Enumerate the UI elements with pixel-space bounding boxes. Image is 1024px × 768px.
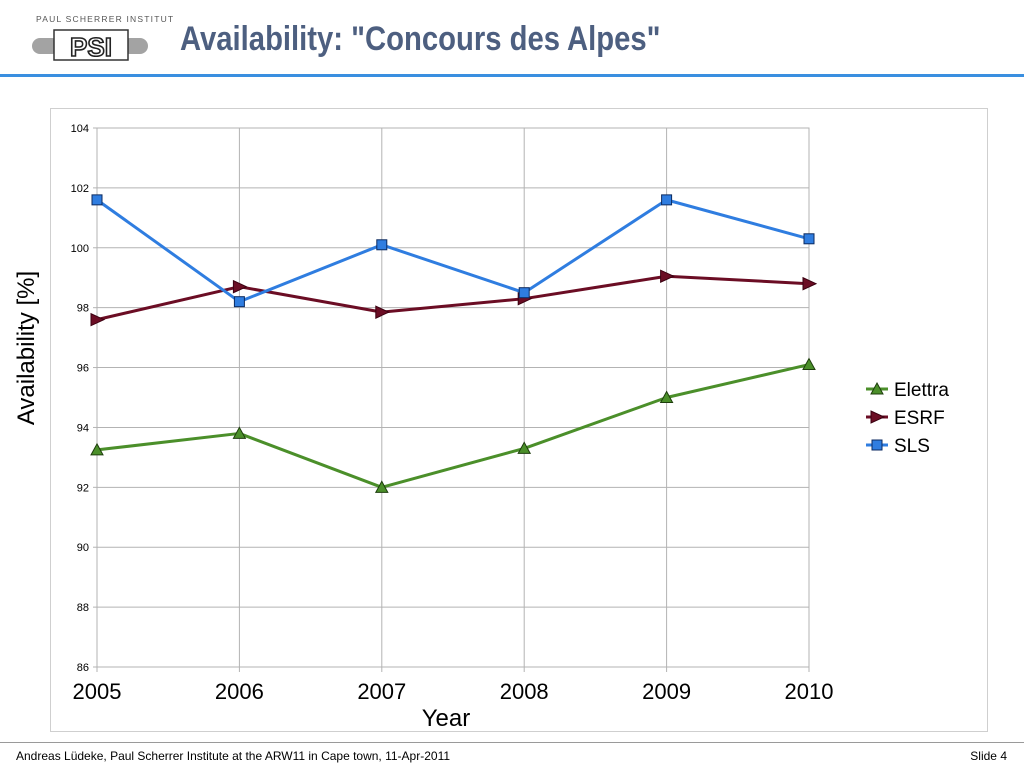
data-point-elettra xyxy=(90,442,104,456)
institute-name: PAUL SCHERRER INSTITUT xyxy=(36,14,175,24)
y-tick-label: 88 xyxy=(77,602,89,614)
data-point-esrf xyxy=(375,305,390,319)
data-point-elettra xyxy=(517,441,532,454)
y-tick-label: 98 xyxy=(77,303,89,315)
y-tick-label: 100 xyxy=(71,243,89,255)
y-tick-label: 102 xyxy=(71,183,89,195)
data-point-sls xyxy=(91,194,103,206)
x-tick-label: 2008 xyxy=(500,679,549,704)
y-axis-label: Availability [%] xyxy=(13,270,40,426)
data-point-sls xyxy=(376,239,388,251)
data-point-elettra xyxy=(802,357,816,371)
series-line-esrf xyxy=(96,274,810,322)
title-divider xyxy=(0,74,1024,77)
x-tick-label: 2006 xyxy=(215,679,264,704)
slide-number: Slide 4 xyxy=(970,749,1007,763)
legend-marker-elettra xyxy=(870,381,884,395)
data-point-elettra xyxy=(659,390,674,403)
legend-label-elettra: Elettra xyxy=(894,380,949,401)
data-point-esrf xyxy=(802,276,818,291)
x-tick-label: 2009 xyxy=(642,679,691,704)
data-point-sls xyxy=(518,287,530,299)
data-point-sls xyxy=(803,233,815,245)
plot-area xyxy=(96,127,810,668)
legend-marker-esrf xyxy=(870,410,886,424)
slide-title: Availability: "Concours des Alpes" xyxy=(180,20,661,58)
chart-frame xyxy=(50,108,988,732)
y-tick-label: 86 xyxy=(77,662,89,674)
data-point-elettra xyxy=(374,480,389,493)
x-tick-label: 2007 xyxy=(357,679,406,704)
series-line-elettra xyxy=(96,363,810,489)
footer-credit: Andreas Lüdeke, Paul Scherrer Institute … xyxy=(16,749,451,763)
legend-marker-sls xyxy=(871,439,883,451)
psi-logo-mark: PSI xyxy=(32,29,148,63)
data-point-esrf xyxy=(660,269,675,284)
legend-label-sls: SLS xyxy=(894,436,930,457)
y-tick-label: 90 xyxy=(77,542,89,554)
logo-text: PSI xyxy=(70,32,112,62)
x-tick-label: 2010 xyxy=(785,679,834,704)
data-point-esrf xyxy=(90,312,106,327)
x-tick-label: 2005 xyxy=(73,679,122,704)
y-tick-label: 104 xyxy=(71,123,89,135)
y-tick-label: 92 xyxy=(77,482,89,494)
legend-label-esrf: ESRF xyxy=(894,408,945,429)
data-point-sls xyxy=(661,194,673,206)
data-point-esrf xyxy=(232,279,248,294)
series-line-sls xyxy=(96,198,810,304)
data-point-elettra xyxy=(232,426,247,439)
data-point-sls xyxy=(233,296,245,308)
y-tick-label: 96 xyxy=(77,363,89,375)
footer-divider xyxy=(0,742,1024,743)
x-axis-label: Year xyxy=(421,705,471,732)
psi-logo: PAUL SCHERRER INSTITUT PSI xyxy=(32,14,173,64)
y-tick-label: 94 xyxy=(77,422,89,434)
